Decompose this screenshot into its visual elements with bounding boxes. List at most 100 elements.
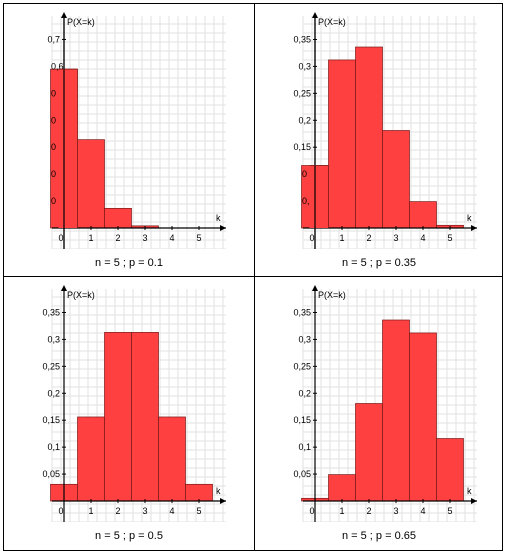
y-tick-label: 0,15 — [293, 142, 311, 152]
bar-k-4 — [409, 332, 437, 502]
x-tick-label-0: 0 — [309, 506, 314, 516]
chart-caption-2: n = 5 ; p = 0.35 — [341, 257, 416, 269]
chart-caption-4: n = 5 ; p = 0.65 — [341, 530, 416, 542]
bar-k-1 — [77, 416, 105, 502]
y-tick-label: 0,05 — [293, 469, 311, 479]
bar-k-3 — [382, 319, 410, 502]
x-axis-arrow — [471, 225, 477, 231]
y-tick-label-partial: 0 — [51, 196, 56, 206]
histogram-p-0-1: P(X=k) k 0 1 2 3 4 5 0,7 0,6 0 0 0 0 0 — [47, 12, 226, 250]
x-axis-label: k — [216, 213, 221, 223]
bar-k-2 — [355, 403, 383, 502]
x-tick-label-0: 0 — [58, 233, 63, 243]
chart-cell-2: P(X=k) k 0 1 2 3 4 5 0,35 0,3 0,25 0,2 0,15 0 0, n = 5… — [255, 4, 503, 276]
bar-k-1 — [328, 59, 356, 229]
x-tick-label-4: 4 — [169, 506, 174, 516]
y-tick-label: 0,25 — [293, 88, 311, 98]
x-tick-label-1: 1 — [88, 506, 93, 516]
x-axis-arrow — [220, 225, 226, 231]
y-tick-label: 0,2 — [298, 388, 311, 398]
x-tick-label-4: 4 — [169, 233, 174, 243]
bar-k-2 — [355, 46, 383, 229]
y-tick-label: 0,15 — [293, 415, 311, 425]
y-tick-label: 0,35 — [42, 307, 60, 317]
bar-k-2 — [104, 207, 132, 229]
x-tick-label-3: 3 — [393, 506, 398, 516]
x-tick-label-5: 5 — [447, 506, 452, 516]
histogram-p-0-5: P(X=k) k 0 1 2 3 4 5 0,35 0,3 0,25 0,2 0,15 0,1 0,05 — [42, 285, 226, 523]
y-tick-label-partial: 0 — [51, 169, 56, 179]
bar-k-5 — [185, 483, 213, 502]
y-axis-label: P(X=k) — [318, 290, 346, 300]
x-tick-label-5: 5 — [196, 506, 201, 516]
x-tick-label-2: 2 — [366, 506, 371, 516]
y-axis-label: P(X=k) — [67, 17, 95, 27]
y-tick-label-partial: 0,6 — [51, 61, 64, 71]
y-tick-label: 0,2 — [47, 388, 60, 398]
y-tick-label: 0,25 — [293, 361, 311, 371]
bar-k-4 — [409, 201, 437, 229]
bar-k-5 — [436, 438, 464, 502]
x-axis-arrow — [471, 498, 477, 504]
y-axis-arrow — [312, 285, 318, 291]
bar-k-0-overlay — [309, 165, 329, 228]
x-tick-label-3: 3 — [393, 233, 398, 243]
table-divider-horizontal — [4, 276, 502, 277]
x-tick-label-0: 0 — [309, 233, 314, 243]
x-axis-arrow — [220, 498, 226, 504]
chart-cell-4: P(X=k) k 0 1 2 3 4 5 0,35 0,3 0,25 0,2 0,15 0,1 0,05 n… — [255, 277, 503, 551]
y-axis-arrow — [61, 285, 67, 291]
histogram-p-0-35: P(X=k) k 0 1 2 3 4 5 0,35 0,3 0,25 0,2 0,15 0 0, — [293, 12, 477, 250]
y-tick-label: 0,3 — [47, 334, 60, 344]
chart-cell-3: P(X=k) k 0 1 2 3 4 5 0,35 0,3 0,25 0,2 0,15 0,1 0,05 n… — [4, 277, 254, 551]
y-tick-label: 0,05 — [42, 469, 60, 479]
x-tick-label-5: 5 — [447, 233, 452, 243]
x-tick-label-2: 2 — [366, 233, 371, 243]
y-tick-label-partial: 0 — [51, 115, 56, 125]
histogram-p-0-65: P(X=k) k 0 1 2 3 4 5 0,35 0,3 0,25 0,2 0,15 0,1 0,05 — [293, 285, 477, 523]
x-tick-label-3: 3 — [142, 233, 147, 243]
chart-cell-1: P(X=k) k 0 1 2 3 4 5 0,7 0,6 0 0 0 0 0 n = 5 ; p = 0.1 — [4, 4, 254, 276]
y-tick-label: 0,35 — [293, 34, 311, 44]
x-axis-label: k — [216, 486, 221, 496]
y-tick-label-partial: 0 — [302, 169, 307, 179]
bar-k-3 — [382, 130, 410, 229]
bar-k-3 — [131, 332, 159, 502]
y-axis-label: P(X=k) — [67, 290, 95, 300]
x-tick-label-3: 3 — [142, 506, 147, 516]
grid-lines — [51, 16, 226, 250]
y-tick-label: 0,1 — [298, 442, 311, 452]
y-tick-label-partial: 0 — [51, 88, 56, 98]
chart-caption-1: n = 5 ; p = 0.1 — [95, 257, 163, 269]
y-tick-label: 0,3 — [298, 61, 311, 71]
chart-grid-table: P(X=k) k 0 1 2 3 4 5 0,7 0,6 0 0 0 0 0 n = 5 ; p = 0.1… — [3, 3, 503, 551]
bar-k-2 — [104, 332, 132, 502]
chart-caption-3: n = 5 ; p = 0.5 — [95, 530, 163, 542]
y-tick-label-partial: 0 — [51, 142, 56, 152]
table-divider-vertical — [254, 4, 255, 550]
y-tick-label: 0,15 — [42, 415, 60, 425]
y-tick-label: 0,1 — [47, 442, 60, 452]
x-axis-label: k — [467, 213, 472, 223]
x-tick-label-2: 2 — [115, 233, 120, 243]
y-tick-label: 0,25 — [42, 361, 60, 371]
x-tick-label-1: 1 — [88, 233, 93, 243]
y-tick-label: 0,3 — [298, 334, 311, 344]
y-tick-label-partial: 0, — [302, 196, 310, 206]
bar-k-1 — [77, 139, 105, 229]
x-axis-label: k — [467, 486, 472, 496]
x-tick-label-1: 1 — [339, 233, 344, 243]
y-tick-label: 0,2 — [298, 115, 311, 125]
y-tick-label: 0,35 — [293, 307, 311, 317]
x-tick-label-5: 5 — [196, 233, 201, 243]
x-tick-label-0: 0 — [58, 506, 63, 516]
x-tick-label-2: 2 — [115, 506, 120, 516]
bar-k-0-overlay — [58, 69, 78, 229]
bar-k-1 — [328, 474, 356, 502]
y-axis-label: P(X=k) — [318, 17, 346, 27]
bar-k-4 — [158, 416, 186, 502]
x-tick-label-4: 4 — [420, 506, 425, 516]
y-tick-label: 0,7 — [47, 34, 60, 44]
x-tick-label-1: 1 — [339, 506, 344, 516]
x-tick-label-4: 4 — [420, 233, 425, 243]
